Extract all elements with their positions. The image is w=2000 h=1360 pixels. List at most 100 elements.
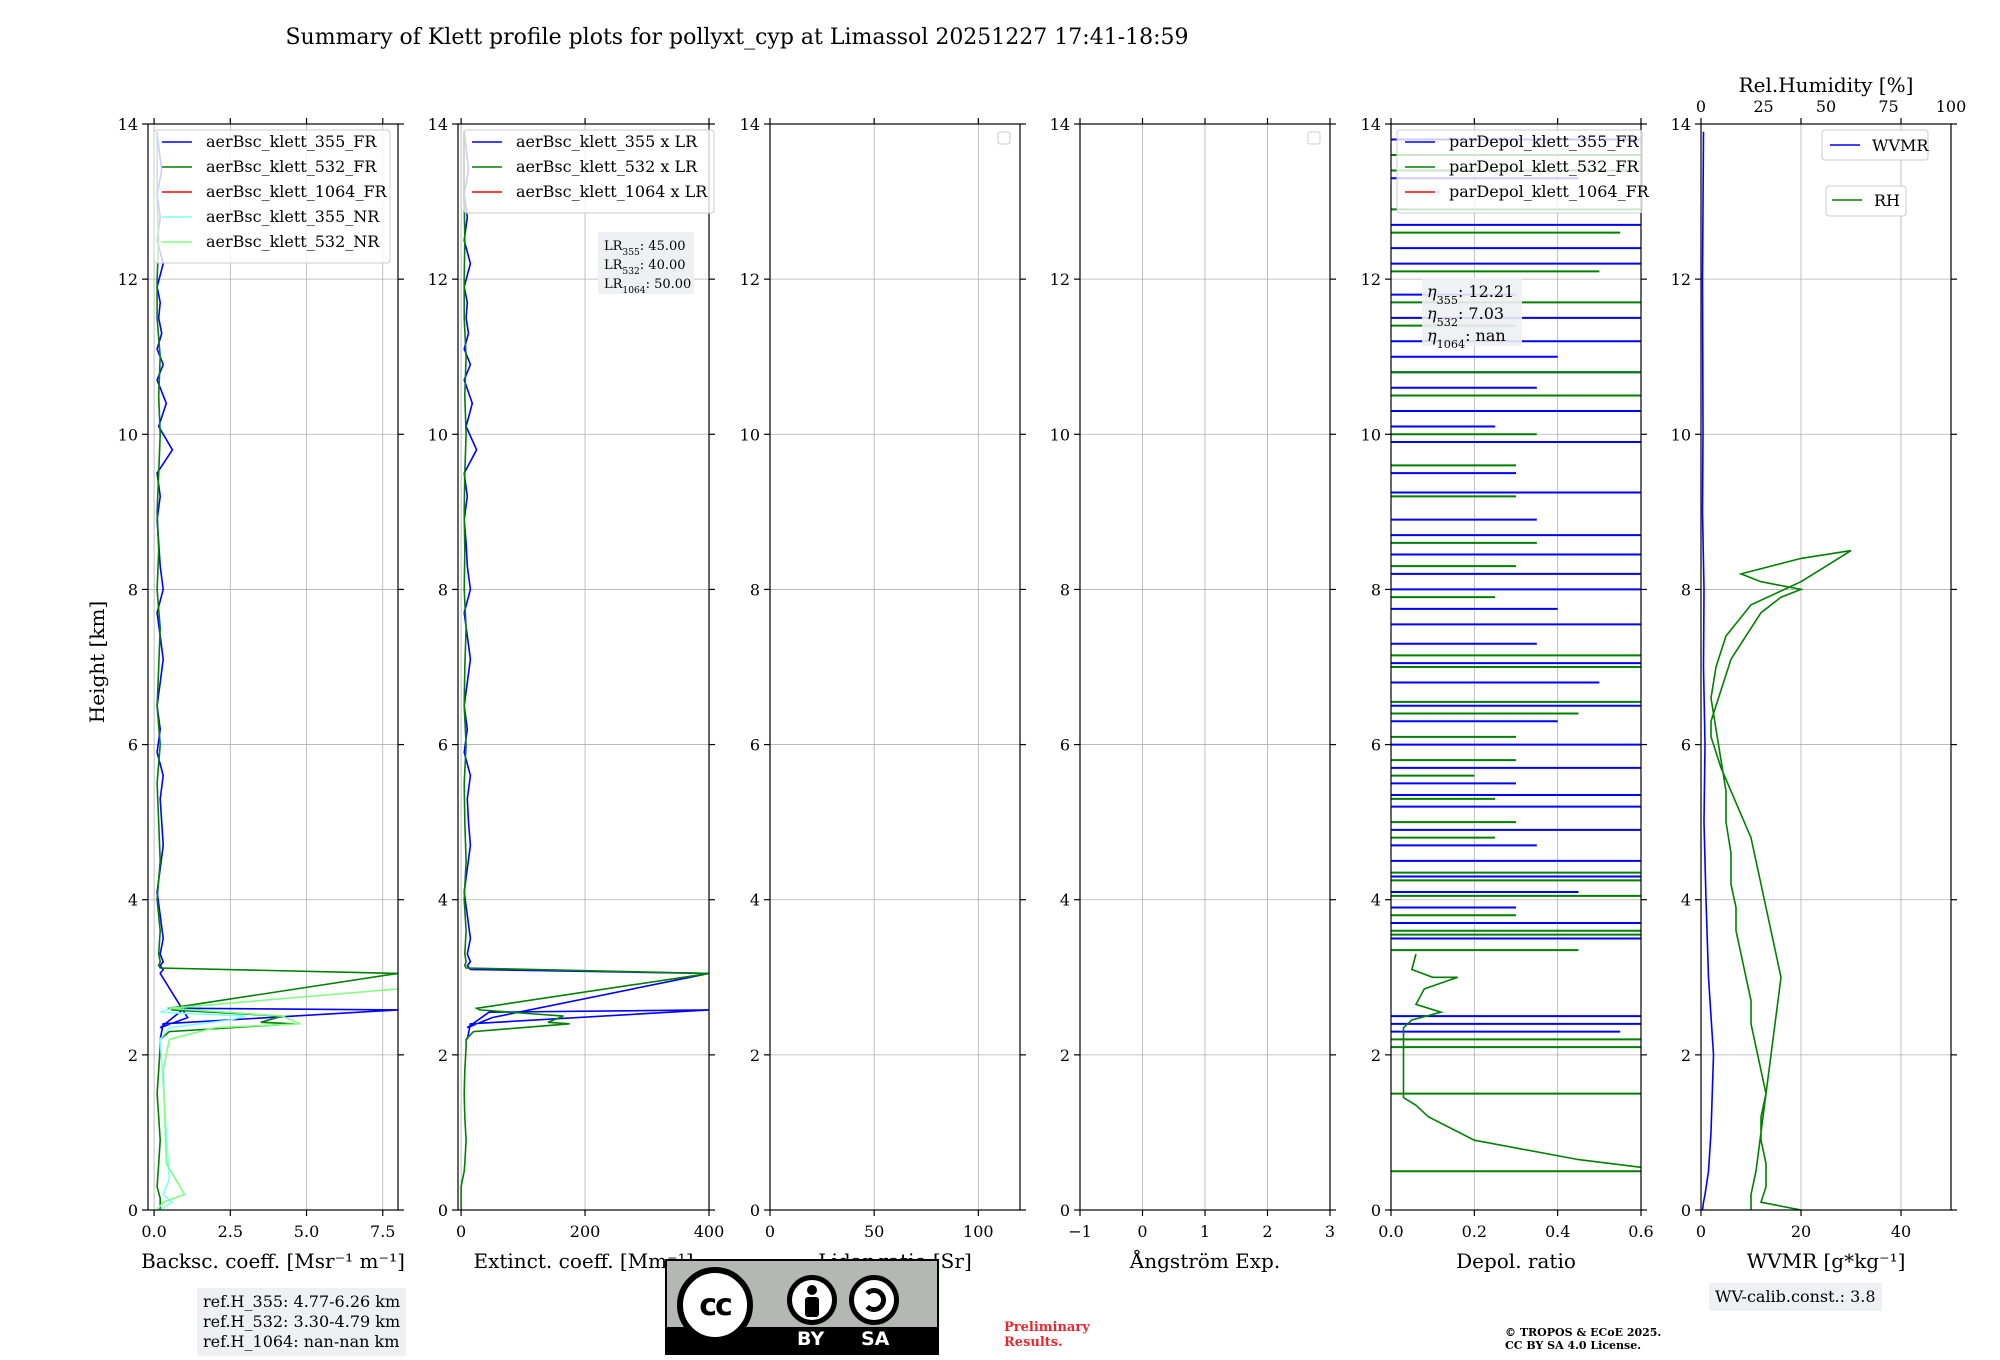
top-x-tick-label: 0 [1696, 97, 1706, 116]
legend-entry: aerBsc_klett_1064 x LR [516, 182, 708, 201]
legend-entry: aerBsc_klett_355_NR [206, 207, 380, 226]
series-line-aerBsc_klett_532_FR [156, 131, 398, 1210]
cc-license-badge[interactable]: cc BY SA [665, 1259, 939, 1355]
x-axis-label: Depol. ratio [1456, 1249, 1576, 1273]
y-tick-label: 0 [750, 1201, 760, 1220]
y-tick-label: 0 [128, 1201, 138, 1220]
series-line-aerBsc_klett_532_NR [156, 988, 398, 1210]
legend-entry: parDepol_klett_1064_FR [1449, 182, 1650, 201]
y-tick-label: 14 [118, 115, 138, 134]
series-curve-parDepol_klett_532_FR [1402, 953, 1641, 1169]
series-line-aerBsc_klett_355_NR [159, 1007, 246, 1210]
y-tick-label: 8 [1060, 580, 1070, 599]
x-tick-label: 2.5 [218, 1222, 243, 1241]
eta-annotation: η1064: nan [1427, 326, 1506, 351]
y-tick-label: 8 [438, 580, 448, 599]
x-tick-label: 40 [1891, 1222, 1911, 1241]
series-line-aerBsc_klett_532 x LR [460, 131, 709, 1210]
y-tick-label: 12 [428, 270, 448, 289]
panel-frame [147, 123, 399, 1211]
preliminary-line-2: Results. [1004, 1335, 1063, 1350]
x-tick-label: 0 [765, 1222, 775, 1241]
cc-logo-icon: cc [677, 1267, 753, 1343]
top-x-tick-label: 75 [1878, 97, 1898, 116]
y-axis-label: Height [km] [85, 601, 109, 723]
legend-frame [463, 129, 715, 214]
y-tick-label: 4 [128, 891, 138, 910]
panel-backscatter: 0 2 4 6 8 10 12 14 0.0 2.5 5.0 7.5 Backsc. coeff. [M… [118, 115, 405, 1273]
y-tick-label: 2 [1681, 1046, 1691, 1065]
panel-frame [457, 123, 710, 1211]
y-tick-label: 14 [1671, 115, 1691, 134]
ref-height-532: ref.H_532: 3.30-4.79 km [203, 1312, 401, 1331]
y-tick-label: 10 [428, 425, 448, 444]
y-tick-label: 10 [1361, 425, 1381, 444]
legend-frame [153, 129, 391, 264]
panel-frame [1700, 123, 1952, 1211]
legend-frame-wvmr [1821, 129, 1929, 161]
data-area [156, 131, 398, 1210]
y-tick-label: 10 [1050, 425, 1070, 444]
legend-entry: aerBsc_klett_355_FR [206, 132, 377, 151]
y-tick-label: 14 [1050, 115, 1070, 134]
y-tick-label: 4 [1060, 891, 1070, 910]
y-tick-label: 2 [438, 1046, 448, 1065]
lr-annotation: LR532: 40.00 [604, 258, 686, 277]
y-tick-label: 14 [428, 115, 448, 134]
copyright-note: © TROPOS & ECoE 2025. CC BY SA 4.0 Licen… [1505, 1326, 1661, 1352]
by-person-icon [787, 1275, 837, 1325]
legend: aerBsc_klett_355 x LR aerBsc_klett_532 x … [463, 129, 715, 214]
share-alike-icon [849, 1275, 899, 1325]
y-tick-label: 8 [1681, 580, 1691, 599]
y-tick-label: 4 [750, 891, 760, 910]
x-tick-label: 0 [1696, 1222, 1706, 1241]
preliminary-line-1: Preliminary [1004, 1320, 1090, 1335]
annotation-bg [598, 232, 694, 294]
y-tick-label: 12 [118, 270, 138, 289]
y-tick-label: 12 [1050, 270, 1070, 289]
y-tick-label: 8 [128, 580, 138, 599]
annotation-bg [1422, 278, 1522, 346]
panel-lidar_ratio: 02468101214050100Lidar ratio [Sr] [740, 115, 1026, 1273]
y-tick-label: 8 [1371, 580, 1381, 599]
copyright-line-2: CC BY SA 4.0 License. [1505, 1339, 1642, 1352]
data-area [1391, 138, 1641, 1173]
panel-frame [1390, 123, 1642, 1211]
y-tick-label: 2 [1371, 1046, 1381, 1065]
eta-annotation: η532: 7.03 [1427, 304, 1504, 329]
lr-annotation: LR355: 45.00 [604, 239, 686, 258]
x-tick-label: 5.0 [294, 1222, 319, 1241]
preliminary-results-note: Preliminary Results. [1004, 1320, 1090, 1350]
legend: aerBsc_klett_355_FR aerBsc_klett_532_FRae… [153, 129, 391, 264]
x-axis-label: WVMR [g*kg⁻¹] [1747, 1249, 1906, 1273]
legend: WVMR RH [1821, 129, 1929, 217]
y-tick-label: 6 [1681, 736, 1691, 755]
panel-depol: 0 2 4 6 8 10 12 14 0.0 0.2 0.4 0.6 Depol. ratio parDe… [1361, 115, 1654, 1273]
x-axis-label: Extinct. coeff. [Mm⁻¹] [473, 1249, 693, 1273]
ref-height-1064: ref.H_1064: nan-nan km [203, 1332, 400, 1351]
legend-entry: aerBsc_klett_532 x LR [516, 157, 698, 176]
copyright-line-1: © TROPOS & ECoE 2025. [1505, 1326, 1662, 1339]
y-tick-label: 0 [438, 1201, 448, 1220]
y-tick-label: 10 [1671, 425, 1691, 444]
x-tick-label: 2 [1262, 1222, 1272, 1241]
x-axis-label: Ångström Exp. [1129, 1248, 1280, 1273]
legend-entry: RH [1874, 191, 1900, 210]
x-axis-label: Backsc. coeff. [Msr⁻¹ m⁻¹] [141, 1249, 405, 1273]
cc-sa-label: SA [861, 1328, 890, 1350]
y-tick-label: 0 [1681, 1201, 1691, 1220]
top-x-tick-label: 25 [1753, 97, 1773, 116]
legend-entry: parDepol_klett_532_FR [1449, 157, 1640, 176]
legend-entry: aerBsc_klett_355 x LR [516, 132, 698, 151]
y-tick-label: 4 [1371, 891, 1381, 910]
x-tick-label: 0 [456, 1222, 466, 1241]
x-tick-label: 7.5 [370, 1222, 395, 1241]
x-tick-label: 3 [1325, 1222, 1335, 1241]
top-x-tick-label: 100 [1936, 97, 1967, 116]
x-tick-label: 0 [1137, 1222, 1147, 1241]
y-tick-label: 10 [740, 425, 760, 444]
